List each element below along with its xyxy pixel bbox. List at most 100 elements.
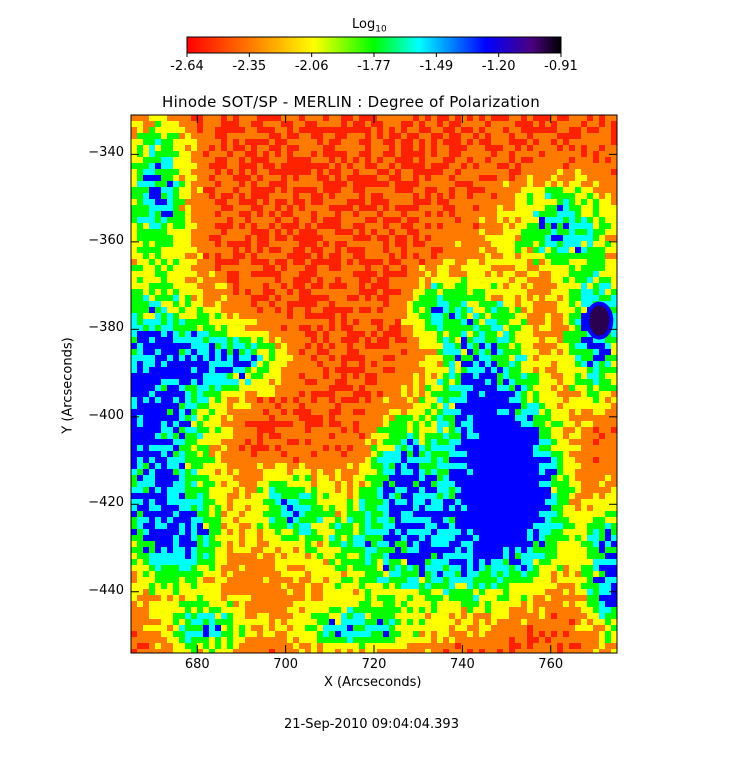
- heatmap-cell: [371, 355, 377, 361]
- heatmap-cell: [275, 325, 281, 331]
- heatmap-cell: [443, 523, 449, 529]
- heatmap-cell: [251, 235, 257, 241]
- heatmap-cell: [539, 205, 545, 211]
- heatmap-cell: [209, 397, 215, 403]
- heatmap-cell: [491, 421, 497, 427]
- heatmap-cell: [197, 511, 203, 517]
- heatmap-cell: [563, 307, 569, 313]
- heatmap-cell: [455, 187, 461, 193]
- heatmap-cell: [239, 457, 245, 463]
- heatmap-cell: [191, 205, 197, 211]
- heatmap-cell: [437, 319, 443, 325]
- heatmap-cell: [209, 451, 215, 457]
- heatmap-cell: [479, 535, 485, 541]
- heatmap-cell: [191, 337, 197, 343]
- heatmap-cell: [245, 511, 251, 517]
- heatmap-cell: [545, 385, 551, 391]
- heatmap-cell: [353, 475, 359, 481]
- heatmap-cell: [263, 547, 269, 553]
- heatmap-cell: [299, 343, 305, 349]
- heatmap-cell: [431, 409, 437, 415]
- heatmap-cell: [365, 229, 371, 235]
- heatmap-cell: [293, 355, 299, 361]
- heatmap-cell: [269, 457, 275, 463]
- heatmap-cell: [161, 511, 167, 517]
- heatmap-cell: [131, 289, 137, 295]
- heatmap-cell: [413, 295, 419, 301]
- heatmap-cell: [359, 499, 365, 505]
- heatmap-cell: [353, 379, 359, 385]
- heatmap-cell: [431, 295, 437, 301]
- heatmap-cell: [557, 433, 563, 439]
- heatmap-cell: [563, 427, 569, 433]
- heatmap-cell: [503, 391, 509, 397]
- heatmap-cell: [599, 367, 605, 373]
- heatmap-cell: [539, 469, 545, 475]
- heatmap-cell: [269, 499, 275, 505]
- heatmap-cell: [371, 457, 377, 463]
- heatmap-cell: [347, 235, 353, 241]
- heatmap-cell: [497, 403, 503, 409]
- heatmap-cell: [353, 493, 359, 499]
- heatmap-cell: [209, 421, 215, 427]
- heatmap-cell: [155, 235, 161, 241]
- heatmap-cell: [137, 511, 143, 517]
- heatmap-cell: [233, 349, 239, 355]
- heatmap-cell: [557, 127, 563, 133]
- heatmap-cell: [197, 547, 203, 553]
- heatmap-cell: [581, 157, 587, 163]
- heatmap-cell: [359, 475, 365, 481]
- heatmap-cell: [527, 163, 533, 169]
- heatmap-cell: [173, 301, 179, 307]
- heatmap-cell: [179, 241, 185, 247]
- heatmap-cell: [473, 523, 479, 529]
- heatmap-cell: [233, 409, 239, 415]
- heatmap-cell: [605, 481, 611, 487]
- heatmap-cell: [515, 181, 521, 187]
- heatmap-cell: [563, 535, 569, 541]
- heatmap-cell: [485, 319, 491, 325]
- heatmap-cell: [431, 439, 437, 445]
- heatmap-cell: [521, 493, 527, 499]
- heatmap-cell: [467, 427, 473, 433]
- heatmap-cell: [329, 271, 335, 277]
- heatmap-cell: [581, 511, 587, 517]
- heatmap-cell: [389, 181, 395, 187]
- heatmap-cell: [299, 451, 305, 457]
- heatmap-cell: [449, 517, 455, 523]
- heatmap-cell: [407, 169, 413, 175]
- heatmap-cell: [305, 283, 311, 289]
- heatmap-cell: [155, 427, 161, 433]
- heatmap-cell: [227, 409, 233, 415]
- heatmap-cell: [497, 295, 503, 301]
- heatmap-cell: [275, 397, 281, 403]
- heatmap-cell: [521, 427, 527, 433]
- heatmap-cell: [299, 439, 305, 445]
- heatmap-cell: [209, 313, 215, 319]
- heatmap-cell: [335, 439, 341, 445]
- heatmap-cell: [209, 427, 215, 433]
- heatmap-cell: [473, 487, 479, 493]
- heatmap-cell: [425, 403, 431, 409]
- heatmap-cell: [557, 391, 563, 397]
- heatmap-cell: [485, 529, 491, 535]
- heatmap-cell: [473, 325, 479, 331]
- heatmap-cell: [593, 385, 599, 391]
- heatmap-cell: [401, 475, 407, 481]
- heatmap-cell: [143, 535, 149, 541]
- heatmap-cell: [149, 265, 155, 271]
- heatmap-cell: [611, 439, 617, 445]
- heatmap-cell: [143, 301, 149, 307]
- heatmap-cell: [521, 175, 527, 181]
- heatmap-cell: [581, 193, 587, 199]
- heatmap-cell: [155, 127, 161, 133]
- heatmap-cell: [605, 541, 611, 547]
- heatmap-cell: [263, 319, 269, 325]
- heatmap-cell: [137, 217, 143, 223]
- heatmap-cell: [461, 397, 467, 403]
- heatmap-cell: [197, 493, 203, 499]
- heatmap-cell: [389, 481, 395, 487]
- heatmap-cell: [431, 115, 437, 121]
- heatmap-cell: [317, 115, 323, 121]
- heatmap-cell: [479, 547, 485, 553]
